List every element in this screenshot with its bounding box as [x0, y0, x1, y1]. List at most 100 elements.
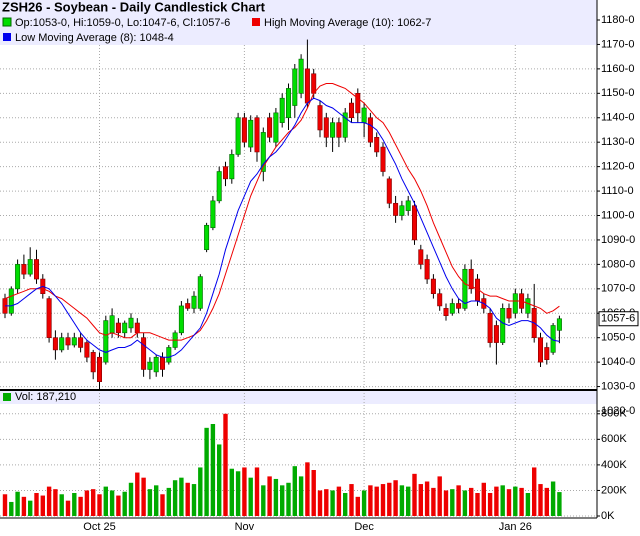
candle-body [304, 68, 310, 104]
candle-body [141, 337, 147, 370]
volume-tick-label: 0K [601, 510, 615, 522]
candle-body [147, 361, 153, 370]
legend-entry: Low Moving Average (8): 1048-4 [15, 32, 174, 44]
candle-body [512, 293, 518, 314]
candle-body [21, 264, 27, 275]
volume-bar [374, 486, 379, 516]
candle-body [115, 322, 121, 334]
volume-bar [2, 494, 8, 516]
x-tick-label: Jan 26 [499, 521, 532, 533]
candle-body [380, 146, 386, 172]
volume-bar [84, 490, 90, 516]
volume-bar [198, 467, 203, 516]
candle-body [52, 337, 58, 351]
volume-bar [443, 490, 449, 516]
volume-bar [298, 476, 304, 516]
candle-body [229, 154, 235, 180]
candle-body [411, 205, 417, 241]
candle-body [487, 312, 493, 343]
candle-body [191, 295, 197, 309]
candle-body [399, 205, 405, 216]
volume-bar [21, 496, 27, 516]
y-tick-label: 1070-0 [601, 283, 635, 295]
candle-body [506, 308, 512, 319]
volume-bar [229, 468, 234, 516]
volume-bar [40, 495, 45, 516]
volume-bar [519, 487, 524, 516]
y-tick-label: 1090-0 [601, 234, 635, 246]
volume-tick-label: 600K [601, 433, 627, 445]
y-tick-label: 1100-0 [601, 209, 634, 221]
volume-bar [355, 496, 360, 516]
candle-body [166, 347, 172, 363]
volume-bar [53, 489, 58, 516]
volume-bar [557, 492, 562, 516]
volume-bar [538, 484, 543, 516]
candle-body [424, 259, 430, 280]
volume-bar [412, 473, 417, 516]
candle-body [33, 259, 39, 280]
candle-body [65, 337, 71, 346]
volume-bar [103, 486, 108, 516]
volume-bar [147, 489, 153, 516]
candle-body [241, 117, 247, 143]
candle-body [84, 342, 90, 358]
candle-body [298, 58, 304, 94]
x-tick-label: Nov [235, 521, 255, 533]
volume-bar [387, 482, 392, 516]
volume-bar [204, 427, 209, 516]
volume-bar [456, 485, 461, 516]
volume-bar [15, 491, 20, 516]
candle-body [525, 298, 531, 314]
volume-bar [172, 480, 178, 516]
candle-body [90, 352, 96, 373]
volume-bar [261, 485, 266, 516]
legend-entry: High Moving Average (10): 1062-7 [264, 17, 431, 29]
y-tick-label: 1170-0 [601, 38, 634, 50]
volume-bar [532, 467, 537, 516]
candle-body [311, 73, 317, 94]
volume-bar [9, 501, 14, 516]
volume-bar [525, 493, 531, 516]
candle-body [336, 122, 342, 138]
volume-bar [431, 487, 436, 516]
volume-bar [418, 484, 423, 516]
volume-bar [46, 486, 52, 516]
candle-body [437, 293, 443, 307]
volume-bar [462, 490, 468, 516]
volume-bar [191, 484, 197, 516]
volume-bar [550, 481, 556, 516]
volume-bar [122, 491, 127, 516]
legend-swatch [3, 33, 11, 41]
volume-bar [179, 477, 184, 516]
candle-body [468, 268, 474, 290]
candle-body [178, 305, 184, 334]
volume-bar [267, 476, 272, 516]
candle-body [418, 249, 424, 265]
volume-bar [210, 424, 216, 516]
volume-bar [424, 481, 430, 516]
volume-bar [450, 489, 455, 516]
candle-body [235, 117, 241, 155]
candle-body [267, 117, 273, 138]
candle-body [59, 337, 65, 351]
volume-bar [317, 490, 323, 516]
candle-body [493, 325, 499, 343]
volume-bar [97, 494, 102, 516]
volume-bar [380, 484, 386, 516]
volume-bar [128, 482, 134, 516]
volume-legend: Vol: 187,210 [15, 391, 76, 403]
moving-average-line [5, 97, 560, 358]
candle-body [430, 278, 436, 295]
candle-body [134, 322, 140, 334]
volume-bar [78, 496, 83, 516]
x-tick-label: Oct 25 [83, 521, 115, 533]
candle-body [405, 200, 411, 211]
candle-body [279, 97, 285, 123]
volume-bar [109, 490, 115, 516]
last-price-label: 1057-6 [601, 313, 635, 325]
candle-body [27, 259, 33, 275]
candle-body [223, 166, 229, 180]
volume-bar [399, 485, 405, 516]
